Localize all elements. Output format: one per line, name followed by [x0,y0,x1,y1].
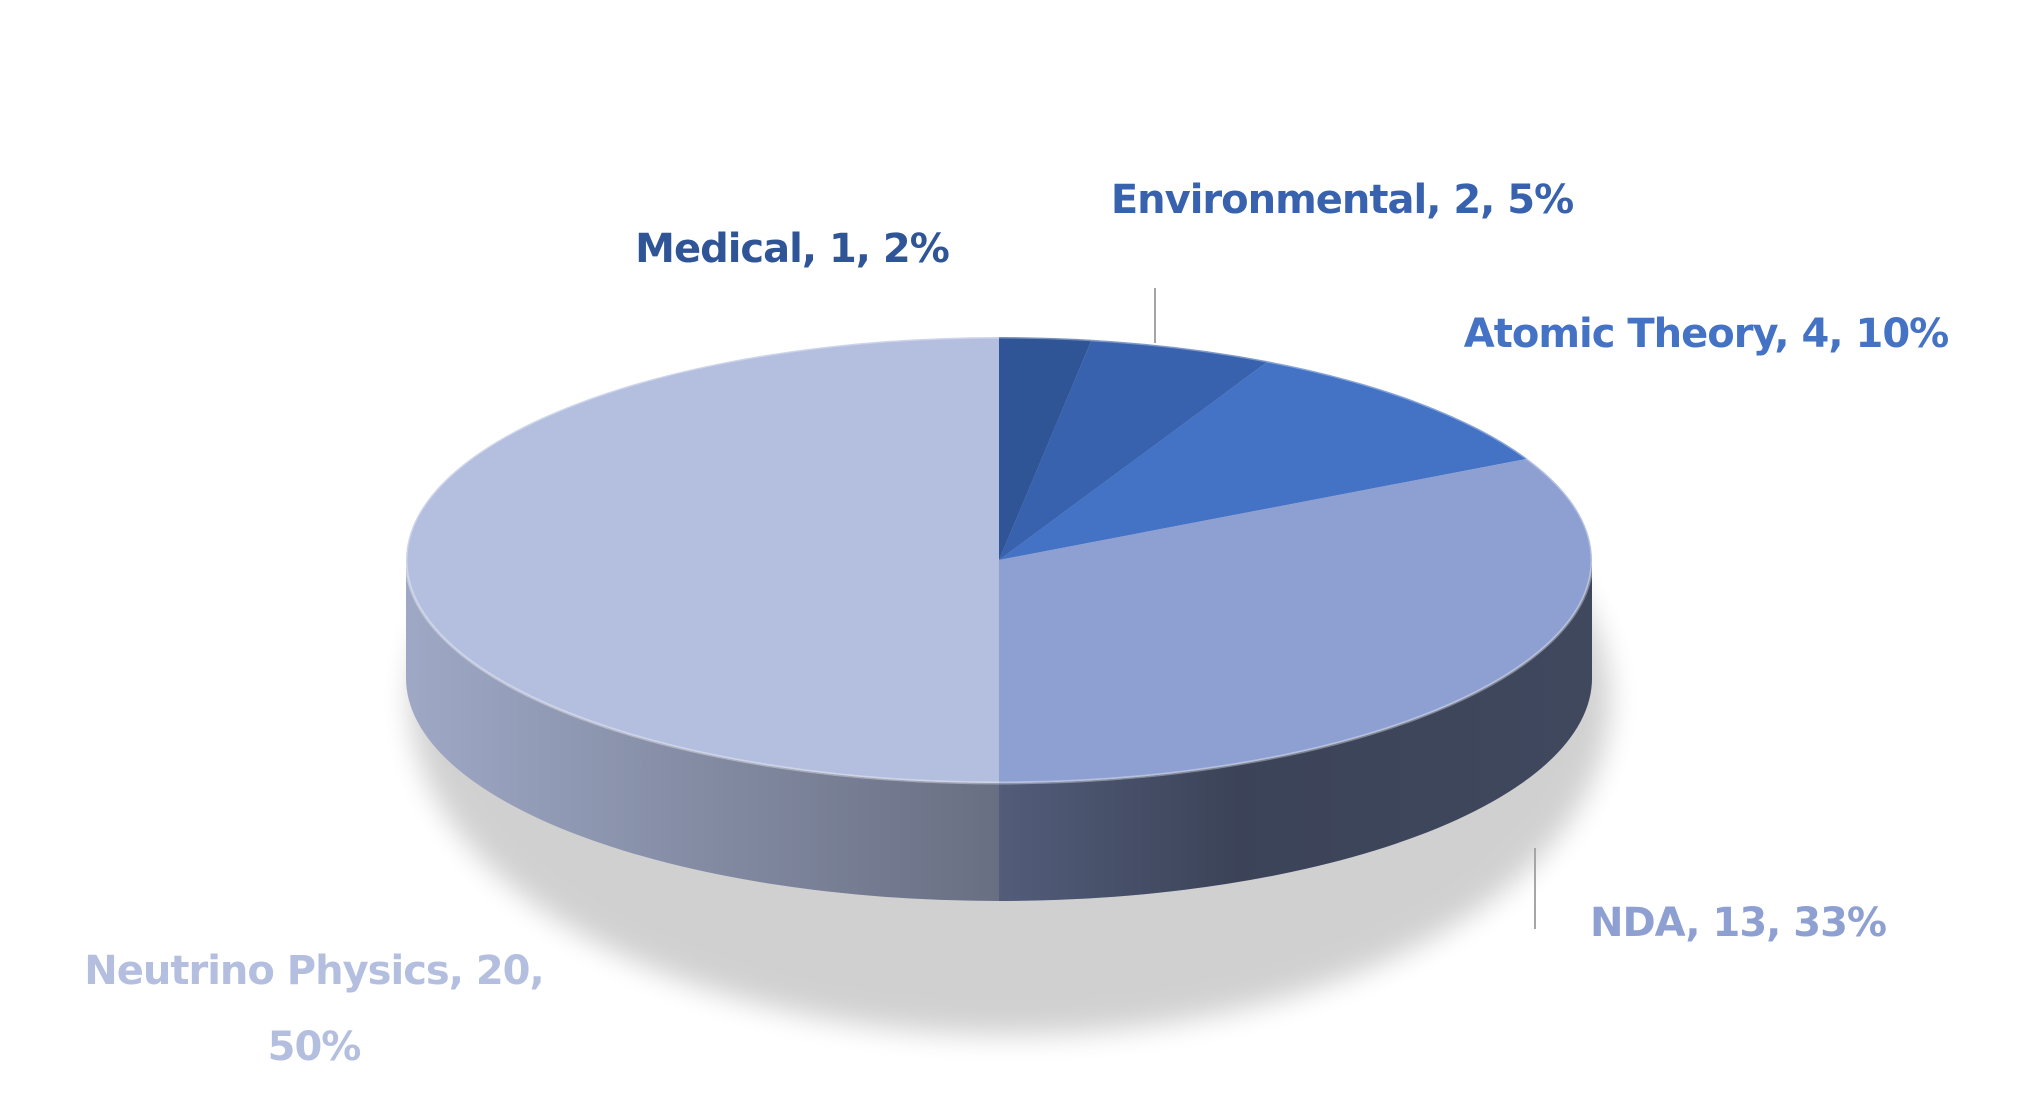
label-line: Neutrino Physics, 20, [84,948,543,994]
slice [999,337,1092,560]
pie [404,335,1594,901]
slice [999,458,1592,783]
data-label: Medical, 1, 2% [635,226,949,272]
slice [999,361,1528,560]
side-shade [406,560,999,901]
side-shade [999,560,1592,901]
slice [406,337,999,783]
data-labels: Medical, 1, 2% Environmental, 2, 5% Atomic… [84,177,1949,1070]
label-line: 50% [268,1024,361,1070]
data-label: Environmental, 2, 5% [1111,177,1573,223]
rim-highlight [404,335,1594,785]
data-label: Neutrino Physics, 20, 50% [84,948,543,1070]
data-label: Atomic Theory, 4, 10% [1464,311,1948,357]
slice [999,339,1269,560]
data-label: NDA, 13, 33% [1590,900,1886,946]
